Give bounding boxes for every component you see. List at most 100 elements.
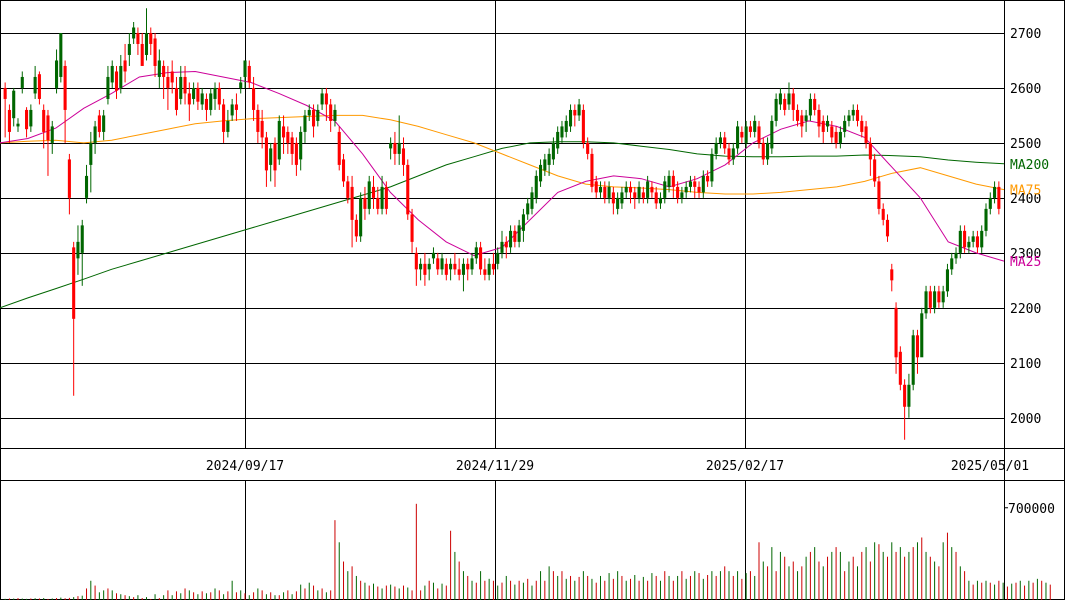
- candle-up: [333, 109, 337, 121]
- candle-up: [950, 258, 954, 270]
- candle-up: [440, 258, 444, 270]
- candle-down: [25, 109, 29, 130]
- candle-up: [847, 115, 851, 121]
- candle-up: [16, 123, 20, 127]
- price-tick-label: 2500: [1010, 137, 1041, 152]
- candle-down: [457, 269, 461, 275]
- candle-down: [915, 335, 920, 358]
- candle-down: [196, 87, 200, 102]
- candle-up: [714, 142, 718, 154]
- candle-down: [868, 142, 872, 160]
- candle-down: [466, 263, 470, 270]
- price-tick-label: 2600: [1010, 82, 1041, 97]
- candle-up: [359, 197, 363, 237]
- candle-down: [7, 109, 11, 132]
- candle-up: [658, 197, 663, 204]
- volume-tick-label: 700000: [1008, 502, 1055, 517]
- candle-down: [586, 142, 590, 154]
- candle-up: [778, 93, 782, 105]
- candle-up: [543, 159, 547, 171]
- candle-down: [676, 186, 680, 198]
- candle-up: [89, 142, 93, 165]
- candle-up: [179, 76, 183, 99]
- candle-up: [76, 241, 80, 259]
- candle-up: [838, 131, 842, 143]
- candle-up: [200, 93, 204, 105]
- candle-up: [29, 109, 33, 127]
- candle-up: [907, 384, 911, 407]
- price-tick-label: 2700: [1010, 27, 1041, 42]
- candle-up: [20, 76, 24, 88]
- candle-down: [341, 159, 346, 182]
- candle-up: [487, 263, 491, 275]
- candle-down: [491, 263, 495, 270]
- candle-up: [269, 148, 273, 165]
- candle-down: [393, 142, 397, 154]
- candle-up: [93, 126, 97, 143]
- candle-up: [993, 186, 997, 198]
- price-tick-label: 2400: [1010, 192, 1041, 207]
- candle-up: [213, 87, 217, 99]
- candle-down: [136, 32, 140, 44]
- candle-down: [350, 186, 354, 220]
- candle-down: [997, 186, 1001, 209]
- candle-up: [367, 181, 371, 209]
- candle-down: [573, 109, 577, 116]
- candle-down: [423, 263, 427, 275]
- candle-up: [132, 27, 136, 39]
- candle-down: [975, 236, 979, 248]
- price-axis-labels: 2700 2600 2500 2400 2300 2200 2100 2000: [1010, 27, 1041, 427]
- candle-up: [624, 186, 628, 193]
- candle-down: [123, 60, 127, 72]
- candle-down: [654, 192, 658, 204]
- date-tick-label: 2024/11/29: [456, 459, 534, 474]
- candle-up: [551, 142, 555, 160]
- volume-axis-labels: 700000: [1004, 502, 1055, 517]
- candle-down: [830, 126, 834, 138]
- date-tick-label: 2025/02/17: [706, 459, 784, 474]
- candle-down: [260, 120, 264, 138]
- candle-up: [984, 208, 988, 231]
- candle-up: [770, 120, 774, 149]
- candle-down: [817, 109, 821, 127]
- candle-down: [166, 76, 170, 88]
- candle-down: [834, 131, 838, 143]
- candle-up: [667, 175, 671, 187]
- candle-down: [791, 93, 795, 110]
- candle-down: [256, 109, 260, 132]
- candle-down: [483, 269, 487, 275]
- candle-down: [671, 175, 675, 187]
- candle-down: [723, 137, 727, 149]
- candle-up: [496, 252, 500, 264]
- candle-down: [860, 120, 864, 132]
- candle-up: [825, 120, 830, 127]
- candle-down: [890, 269, 894, 281]
- candle-down: [641, 192, 645, 198]
- candle-up: [431, 252, 436, 259]
- candle-down: [222, 104, 226, 132]
- candle-up: [521, 214, 525, 231]
- candle-up: [920, 313, 924, 358]
- candle-up: [718, 137, 722, 143]
- candle-up: [954, 252, 958, 259]
- candle-up: [50, 126, 54, 143]
- candle-up: [500, 241, 504, 253]
- legend-ma200: MA200: [1010, 158, 1049, 173]
- candle-down: [264, 137, 268, 171]
- candle-down: [894, 307, 898, 358]
- legend-ma75: MA75: [1010, 184, 1041, 199]
- candle-up: [106, 76, 110, 99]
- candle-down: [937, 291, 941, 303]
- candle-down: [252, 87, 256, 110]
- candle-down: [796, 109, 800, 121]
- candle-up: [59, 32, 63, 77]
- candle-down: [63, 65, 67, 110]
- candle-up: [967, 241, 971, 248]
- candle-down: [204, 98, 208, 110]
- candle-up: [556, 131, 560, 149]
- candle-down: [337, 131, 341, 165]
- candle-down: [877, 181, 881, 209]
